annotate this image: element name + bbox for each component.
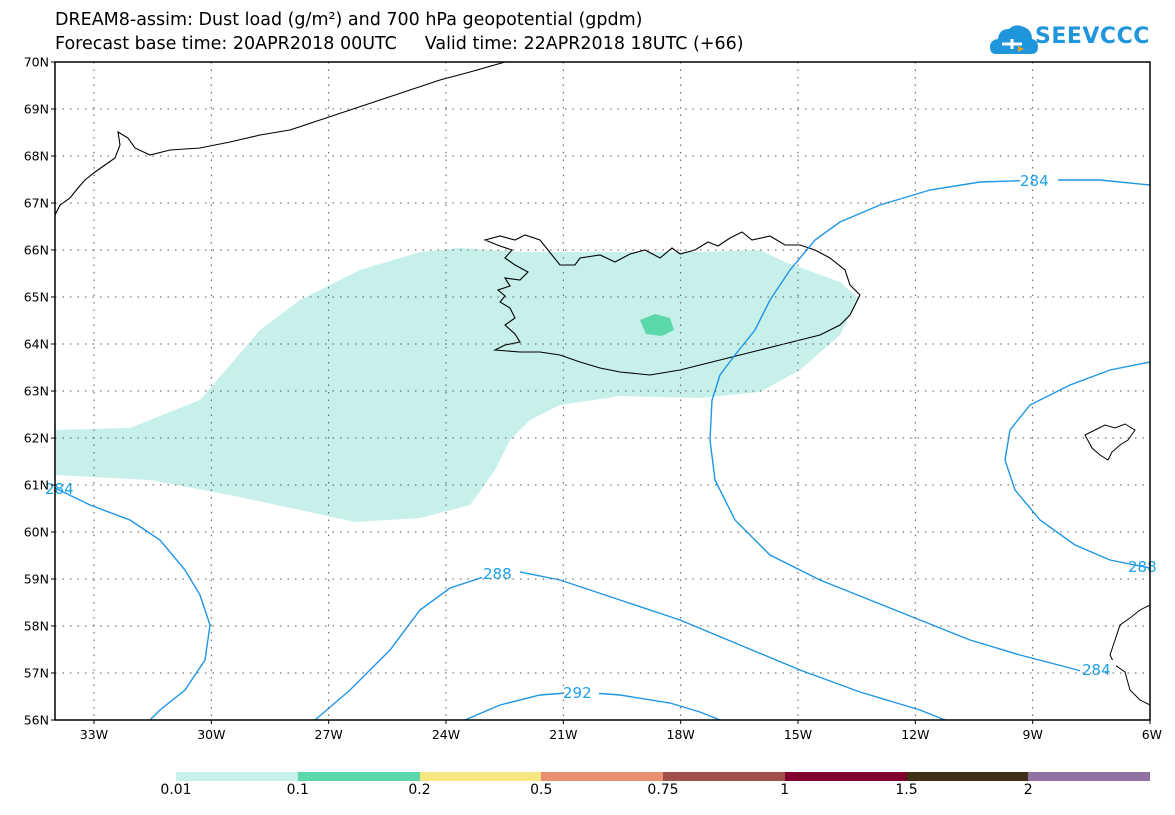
lat-label: 64N [24,337,49,352]
lat-label: 56N [24,713,49,728]
lat-label: 63N [24,384,49,399]
lat-label: 60N [24,525,49,540]
contour-284-north [709,179,1151,676]
lon-label: 33W [80,727,108,742]
forecast-base-time: Forecast base time: 20APR2018 00UTC [55,34,397,54]
lat-label: 59N [24,572,49,587]
lat-label: 69N [24,102,49,117]
dust-area-low [55,248,858,522]
lat-label: 70N [24,55,49,70]
colorbar-label: 0.75 [647,782,679,798]
greenland-coastline [54,61,506,216]
lon-label: 24W [432,727,460,742]
lon-label: 9W [1023,727,1043,742]
colorbar-segment [541,772,663,781]
cloud-logo-icon [990,25,1038,54]
dust-area-mid [640,314,674,336]
contour-288-east [1004,361,1151,569]
lon-label: 18W [667,727,695,742]
colorbar-segment [297,772,420,781]
axis-ticks: 70N 69N 68N 67N 66N 65N 64N 63N 62N 61N 60N 59N 58N 5… [24,55,1162,743]
lat-label: 57N [24,666,49,681]
lon-label: 27W [315,727,343,742]
lat-label: 58N [24,619,49,634]
lat-label: 66N [24,243,49,258]
colorbar-label: 0.5 [530,782,553,798]
colorbar-segment [906,772,1029,781]
lon-label: 15W [784,727,812,742]
lat-label: 67N [24,196,49,211]
contour-label-284: 284 [1020,172,1049,190]
colorbar-label: 1.5 [895,782,918,798]
lat-label: 68N [24,149,49,164]
colorbar-segment [1028,772,1150,781]
valid-time: Valid time: 22APR2018 18UTC (+66) [424,34,744,54]
lon-label: 12W [901,727,929,742]
contour-label-292: 292 [563,684,592,702]
colorbar-segment [663,772,785,781]
colorbar-label: 0.1 [286,782,309,798]
map-title: DREAM8-assim: Dust load (g/m²) and 700 h… [55,10,643,30]
contour-292 [464,691,721,721]
lon-label: 30W [197,727,225,742]
colorbar-label: 0.2 [408,782,431,798]
contour-label-288: 288 [483,565,512,583]
colorbar-segment [419,772,542,781]
colorbar-segment [784,772,907,781]
colorbar-label: 0.01 [160,782,192,798]
contour-288-south [314,571,946,721]
colorbar-segment [176,772,298,781]
lon-label: 21W [549,727,577,742]
lat-label: 61N [24,478,49,493]
scotland-coastline [1109,604,1151,706]
contour-284-west [54,487,211,721]
contour-label-288-east: 288 [1128,558,1157,576]
colorbar-label: 2 [1023,782,1033,798]
lat-label: 65N [24,290,49,305]
iceland-coastline [483,231,861,376]
time-info: Forecast base time: 20APR2018 00UTC Vali… [55,34,744,54]
logo-text: SEEVCCC [1035,24,1150,49]
colorbar-label: 1 [780,782,790,798]
geopotential-contours [54,179,1151,721]
lat-label: 62N [24,431,49,446]
faroe-islands [1084,423,1136,461]
gridlines [55,62,1150,720]
contour-label-284-east: 284 [1082,661,1111,679]
lon-label: 6W [1142,727,1162,742]
